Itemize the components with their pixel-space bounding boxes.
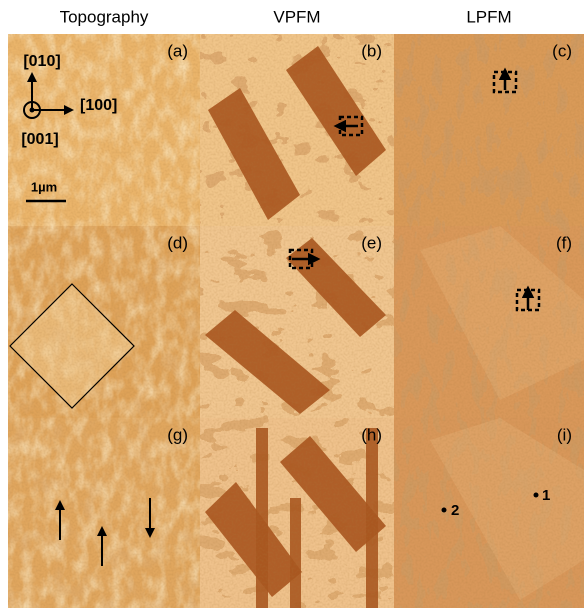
point-marker — [442, 508, 447, 513]
axis-label: [001] — [21, 131, 58, 148]
column-title: VPFM — [273, 7, 320, 26]
panel-grid: (a) (b) (c) (d) (e) (f) (g) (h) (i) — [8, 34, 584, 608]
panel-grain — [200, 226, 394, 418]
panel — [394, 418, 584, 608]
point-marker — [534, 493, 539, 498]
panel — [200, 226, 394, 418]
scale-bar-label: 1µm — [31, 179, 57, 194]
panel — [394, 34, 584, 226]
panel-grain — [394, 226, 584, 418]
panel — [200, 34, 394, 226]
panel-label: (c) — [552, 41, 572, 60]
point-label: 2 — [451, 502, 459, 519]
panel — [394, 226, 584, 418]
panel — [8, 226, 200, 418]
panel-label: (d) — [167, 233, 188, 252]
panel-grain — [200, 34, 394, 226]
panel-label: (a) — [167, 41, 188, 60]
panel-grain — [8, 226, 200, 418]
panel-grain — [200, 418, 394, 608]
panel-grain — [394, 34, 584, 226]
panel — [200, 418, 394, 608]
column-title: Topography — [60, 7, 149, 26]
column-title: LPFM — [466, 7, 511, 26]
panel-label: (h) — [361, 425, 382, 444]
panel-grain — [8, 418, 200, 608]
panel-label: (g) — [167, 425, 188, 444]
axis-label: [010] — [23, 53, 60, 70]
panel-grain — [394, 418, 584, 608]
panel-label: (f) — [556, 233, 572, 252]
figure: (a) (b) (c) (d) (e) (f) (g) (h) (i) Topography V… — [0, 0, 584, 608]
axis-out-dot — [30, 108, 35, 113]
panel-label: (i) — [557, 425, 572, 444]
panel — [8, 418, 200, 608]
axis-label: [100] — [80, 97, 117, 114]
panel-label: (b) — [361, 41, 382, 60]
point-label: 1 — [542, 487, 550, 504]
panel-label: (e) — [361, 233, 382, 252]
